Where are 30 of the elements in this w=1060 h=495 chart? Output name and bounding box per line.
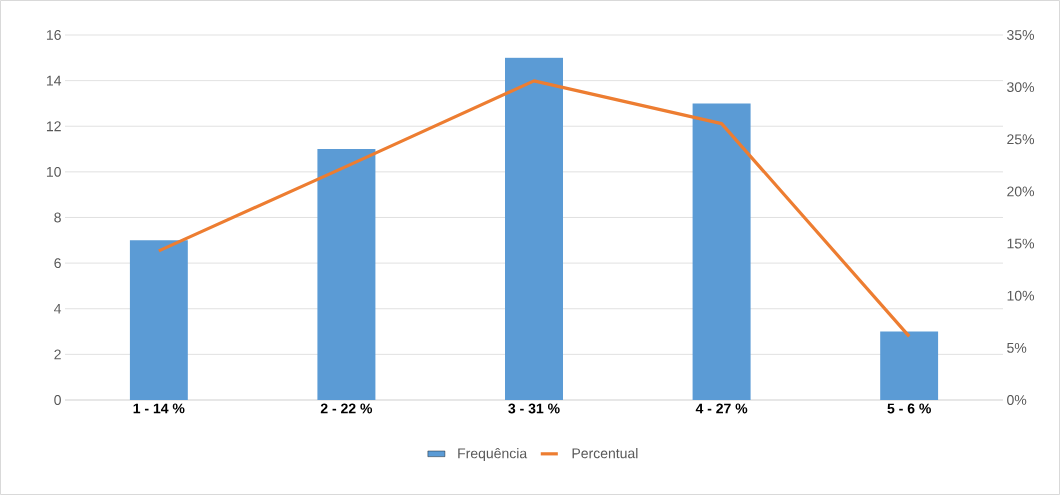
y2-tick-label: 10% — [1007, 290, 1035, 301]
y2-tick-label: 30% — [1007, 82, 1035, 93]
legend-label: Percentual — [572, 448, 638, 459]
y-tick-label: 12 — [46, 121, 61, 132]
y-tick-label: 14 — [46, 75, 62, 86]
bar — [880, 331, 939, 400]
y2-tick-label: 25% — [1007, 134, 1035, 145]
y2-tick-label: 20% — [1007, 186, 1035, 197]
y-tick-label: 8 — [54, 212, 61, 223]
y-tick-label: 4 — [54, 303, 62, 314]
y-tick-label: 16 — [46, 30, 61, 40]
x-tick-label: 2 - 22 % — [320, 403, 373, 414]
y-tick-label: 10 — [46, 166, 61, 177]
y-tick-label: 0 — [54, 395, 61, 405]
line-series — [157, 79, 911, 338]
bar — [505, 57, 563, 400]
x-tick-label: 1 - 14 % — [133, 403, 185, 414]
x-tick-label: 4 - 27 % — [695, 403, 748, 414]
bar — [692, 103, 751, 400]
y-tick-label: 6 — [54, 258, 61, 269]
y-tick-label: 2 — [54, 349, 61, 360]
x-tick-label: 3 - 31 % — [508, 403, 560, 414]
legend-label: Frequência — [458, 447, 528, 462]
bar — [317, 149, 376, 400]
y2-tick-label: 35% — [1007, 30, 1035, 40]
x-tick-label: 5 - 6 % — [887, 403, 931, 414]
bar — [129, 240, 188, 400]
y2-tick-label: 0% — [1007, 395, 1027, 405]
y2-tick-label: 5% — [1007, 342, 1027, 353]
y2-tick-label: 15% — [1007, 238, 1035, 249]
